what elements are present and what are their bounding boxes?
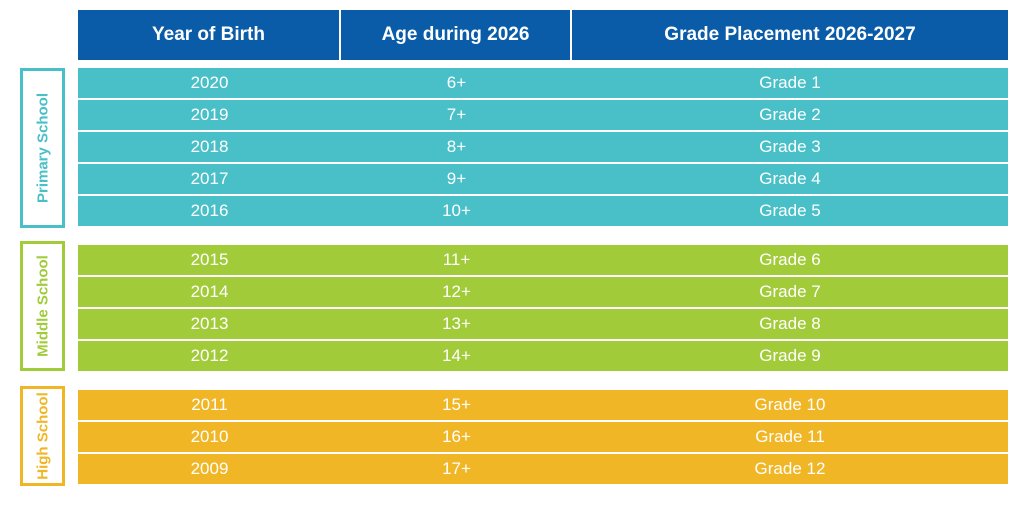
cell-age: 8+ [446, 137, 467, 156]
cell-age: 16+ [442, 427, 471, 446]
cell-year: 2019 [190, 105, 229, 124]
table-row: 2013 13+ Grade 8 [78, 309, 1008, 339]
cell-grade: Grade 8 [759, 314, 821, 333]
cell-grade: Grade 3 [759, 137, 821, 156]
section-text-primary: Primary School [34, 92, 51, 204]
cell-grade: Grade 5 [759, 201, 821, 220]
cell-age: 10+ [442, 201, 471, 220]
cell-year: 2009 [190, 459, 229, 478]
cell-year: 2018 [190, 137, 229, 156]
cell-grade: Grade 10 [754, 395, 826, 414]
table-row: 2020 6+ Grade 1 [78, 68, 1008, 98]
section-label-high: High School [20, 386, 65, 486]
table-row: 2011 15+ Grade 10 [78, 390, 1008, 420]
cell-grade: Grade 2 [759, 105, 821, 124]
header-year-of-birth: Year of Birth [78, 10, 339, 60]
cell-grade: Grade 9 [759, 346, 821, 365]
table-row: 2018 8+ Grade 3 [78, 132, 1008, 162]
cell-year: 2011 [191, 395, 228, 414]
cell-year: 2015 [190, 250, 229, 269]
cell-age: 7+ [446, 105, 467, 124]
cell-age: 13+ [442, 314, 471, 333]
section-label-middle: Middle School [20, 241, 65, 371]
cell-age: 17+ [442, 459, 471, 478]
table-row: 2017 9+ Grade 4 [78, 164, 1008, 194]
cell-year: 2017 [190, 169, 229, 188]
section-label-primary: Primary School [20, 68, 65, 228]
cell-grade: Grade 4 [759, 169, 821, 188]
cell-year: 2020 [190, 73, 229, 92]
section-text-high: High School [34, 392, 51, 480]
table-row: 2015 11+ Grade 6 [78, 245, 1008, 275]
section-text-middle: Middle School [34, 255, 51, 357]
cell-age: 12+ [442, 282, 471, 301]
cell-year: 2014 [190, 282, 229, 301]
cell-age: 11+ [442, 250, 471, 269]
cell-age: 9+ [446, 169, 467, 188]
cell-age: 6+ [446, 73, 467, 92]
cell-grade: Grade 11 [755, 427, 825, 446]
cell-grade: Grade 6 [759, 250, 821, 269]
cell-grade: Grade 1 [759, 73, 821, 92]
header-grade-placement: Grade Placement 2026-2027 [572, 10, 1008, 60]
cell-year: 2016 [190, 201, 229, 220]
cell-year: 2013 [190, 314, 229, 333]
cell-year: 2012 [190, 346, 229, 365]
cell-age: 15+ [442, 395, 471, 414]
table-row: 2012 14+ Grade 9 [78, 341, 1008, 371]
cell-age: 14+ [442, 346, 471, 365]
cell-year: 2010 [190, 427, 229, 446]
cell-grade: Grade 12 [754, 459, 826, 478]
table-row: 2016 10+ Grade 5 [78, 196, 1008, 226]
table-row: 2019 7+ Grade 2 [78, 100, 1008, 130]
table-row: 2010 16+ Grade 11 [78, 422, 1008, 452]
table-row: 2014 12+ Grade 7 [78, 277, 1008, 307]
header-age: Age during 2026 [341, 10, 570, 60]
table-row: 2009 17+ Grade 12 [78, 454, 1008, 484]
cell-grade: Grade 7 [759, 282, 821, 301]
